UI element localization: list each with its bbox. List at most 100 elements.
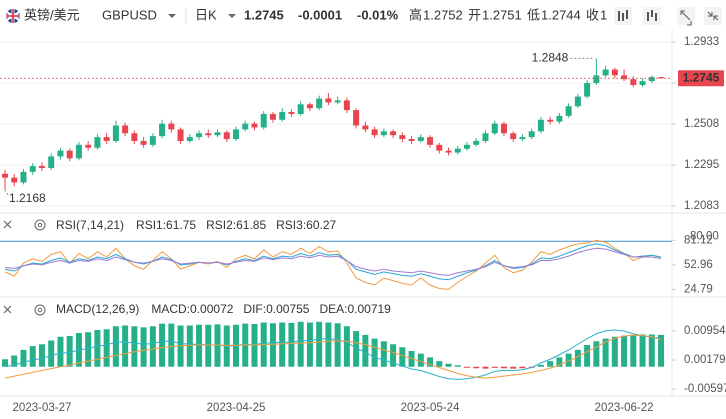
macd-bar xyxy=(269,323,276,367)
candle-body xyxy=(186,137,193,141)
panel-close-icon[interactable] xyxy=(3,305,12,314)
candle-body xyxy=(251,123,258,128)
macd-bar xyxy=(205,324,212,367)
macd-bar xyxy=(149,326,156,367)
macd-bar xyxy=(279,322,286,367)
macd-bar xyxy=(537,364,544,367)
candle-body xyxy=(639,81,646,86)
y-tick-label: 1.2933 xyxy=(684,36,719,48)
candle-body xyxy=(343,100,350,111)
y-tick-label: 24.79 xyxy=(684,284,713,296)
candle-body xyxy=(112,125,119,141)
panel-settings-icon[interactable] xyxy=(34,219,46,231)
collapse-icon[interactable] xyxy=(704,7,722,25)
macd-bar xyxy=(325,322,332,367)
macd-bar xyxy=(648,334,655,367)
legend-entry: RSI3:60.27 xyxy=(276,218,336,232)
candle-body xyxy=(390,131,397,136)
candle-body xyxy=(103,137,110,141)
macd-bar xyxy=(602,338,609,367)
candle-body xyxy=(648,77,655,82)
stat-label: 低 xyxy=(527,7,540,22)
candle-body xyxy=(528,131,535,138)
candle-body xyxy=(353,110,360,126)
macd-bar xyxy=(399,347,406,367)
macd-bar xyxy=(510,366,517,369)
macd-bar xyxy=(464,366,470,368)
macd-bar xyxy=(48,340,55,367)
macd-bar xyxy=(186,325,193,367)
candle-body xyxy=(279,112,286,120)
macd-bar xyxy=(427,357,434,367)
candle-body xyxy=(85,144,92,148)
macd-bar xyxy=(334,323,341,367)
change: -0.0001 xyxy=(298,7,342,22)
price: 1.2745 xyxy=(244,7,284,22)
candle-body xyxy=(362,125,369,130)
annotation-leader xyxy=(4,189,10,197)
icon xyxy=(707,11,719,21)
candle-body xyxy=(621,75,628,80)
macd-bar xyxy=(29,346,36,367)
legend-entry: DEA:0.00719 xyxy=(319,302,391,316)
panel-settings-icon[interactable] xyxy=(34,304,46,316)
candle-body xyxy=(371,129,378,136)
macd-bar xyxy=(214,324,221,367)
x-tick-label: 2023-03-27 xyxy=(13,402,72,414)
macd-bar xyxy=(343,326,350,367)
macd-bar xyxy=(112,326,119,367)
fullscreen-icon[interactable] xyxy=(677,7,695,26)
macd-bar xyxy=(436,361,443,367)
y-tick-label: 0.00179 xyxy=(684,354,726,366)
stat-value: 1.2752 xyxy=(423,7,463,22)
macd-bar xyxy=(140,327,147,367)
stat-label: 高 xyxy=(409,7,422,22)
y-tick-label: 1.2295 xyxy=(684,159,719,171)
candle-body xyxy=(297,104,304,114)
macd-bar xyxy=(306,322,313,367)
macd-bar xyxy=(630,334,637,367)
candle-body xyxy=(519,137,526,140)
x-tick-label: 2023-05-24 xyxy=(401,402,460,414)
chart-type-icon[interactable] xyxy=(643,7,661,25)
candle-body xyxy=(196,133,203,138)
candle-body xyxy=(29,166,36,172)
high-annotation: 1.2848 xyxy=(532,51,569,65)
period: 日K xyxy=(195,7,217,22)
rsi-line xyxy=(4,239,662,290)
panel-close-icon[interactable] xyxy=(3,220,12,229)
candle-body xyxy=(584,83,591,97)
macd-bar xyxy=(196,324,203,367)
stat-label: 收 xyxy=(586,7,599,22)
macd-bar xyxy=(621,335,628,367)
candle-body xyxy=(205,133,212,136)
y-tick-label: 1.2508 xyxy=(684,118,719,130)
pair-dropdown[interactable] xyxy=(168,14,176,18)
candle-body xyxy=(288,112,295,114)
icon xyxy=(647,10,657,21)
candle-body xyxy=(611,69,618,76)
pair-name: 英镑/美元 xyxy=(24,7,80,22)
macd-bar xyxy=(390,344,397,367)
period-dropdown[interactable] xyxy=(228,14,236,18)
candle-body xyxy=(408,139,415,141)
candle-body xyxy=(602,69,609,76)
y-tick-label: -0.00597 xyxy=(684,383,726,395)
candle-body xyxy=(94,137,101,148)
last-price-label: 1.2745 xyxy=(683,70,720,84)
macd-bar xyxy=(94,330,101,367)
indicator-icon[interactable] xyxy=(614,7,632,25)
macd-bar xyxy=(574,349,581,367)
candle-body xyxy=(122,125,129,134)
candle-body xyxy=(556,115,563,122)
candle-body xyxy=(334,100,341,103)
macd-line xyxy=(4,334,662,379)
candle-body xyxy=(464,144,470,149)
candle-body xyxy=(565,106,572,116)
macd-bar xyxy=(57,336,64,367)
candle-body xyxy=(574,96,581,107)
macd-bar xyxy=(288,322,295,367)
candle-body xyxy=(630,79,637,86)
macd-bar xyxy=(20,349,27,367)
